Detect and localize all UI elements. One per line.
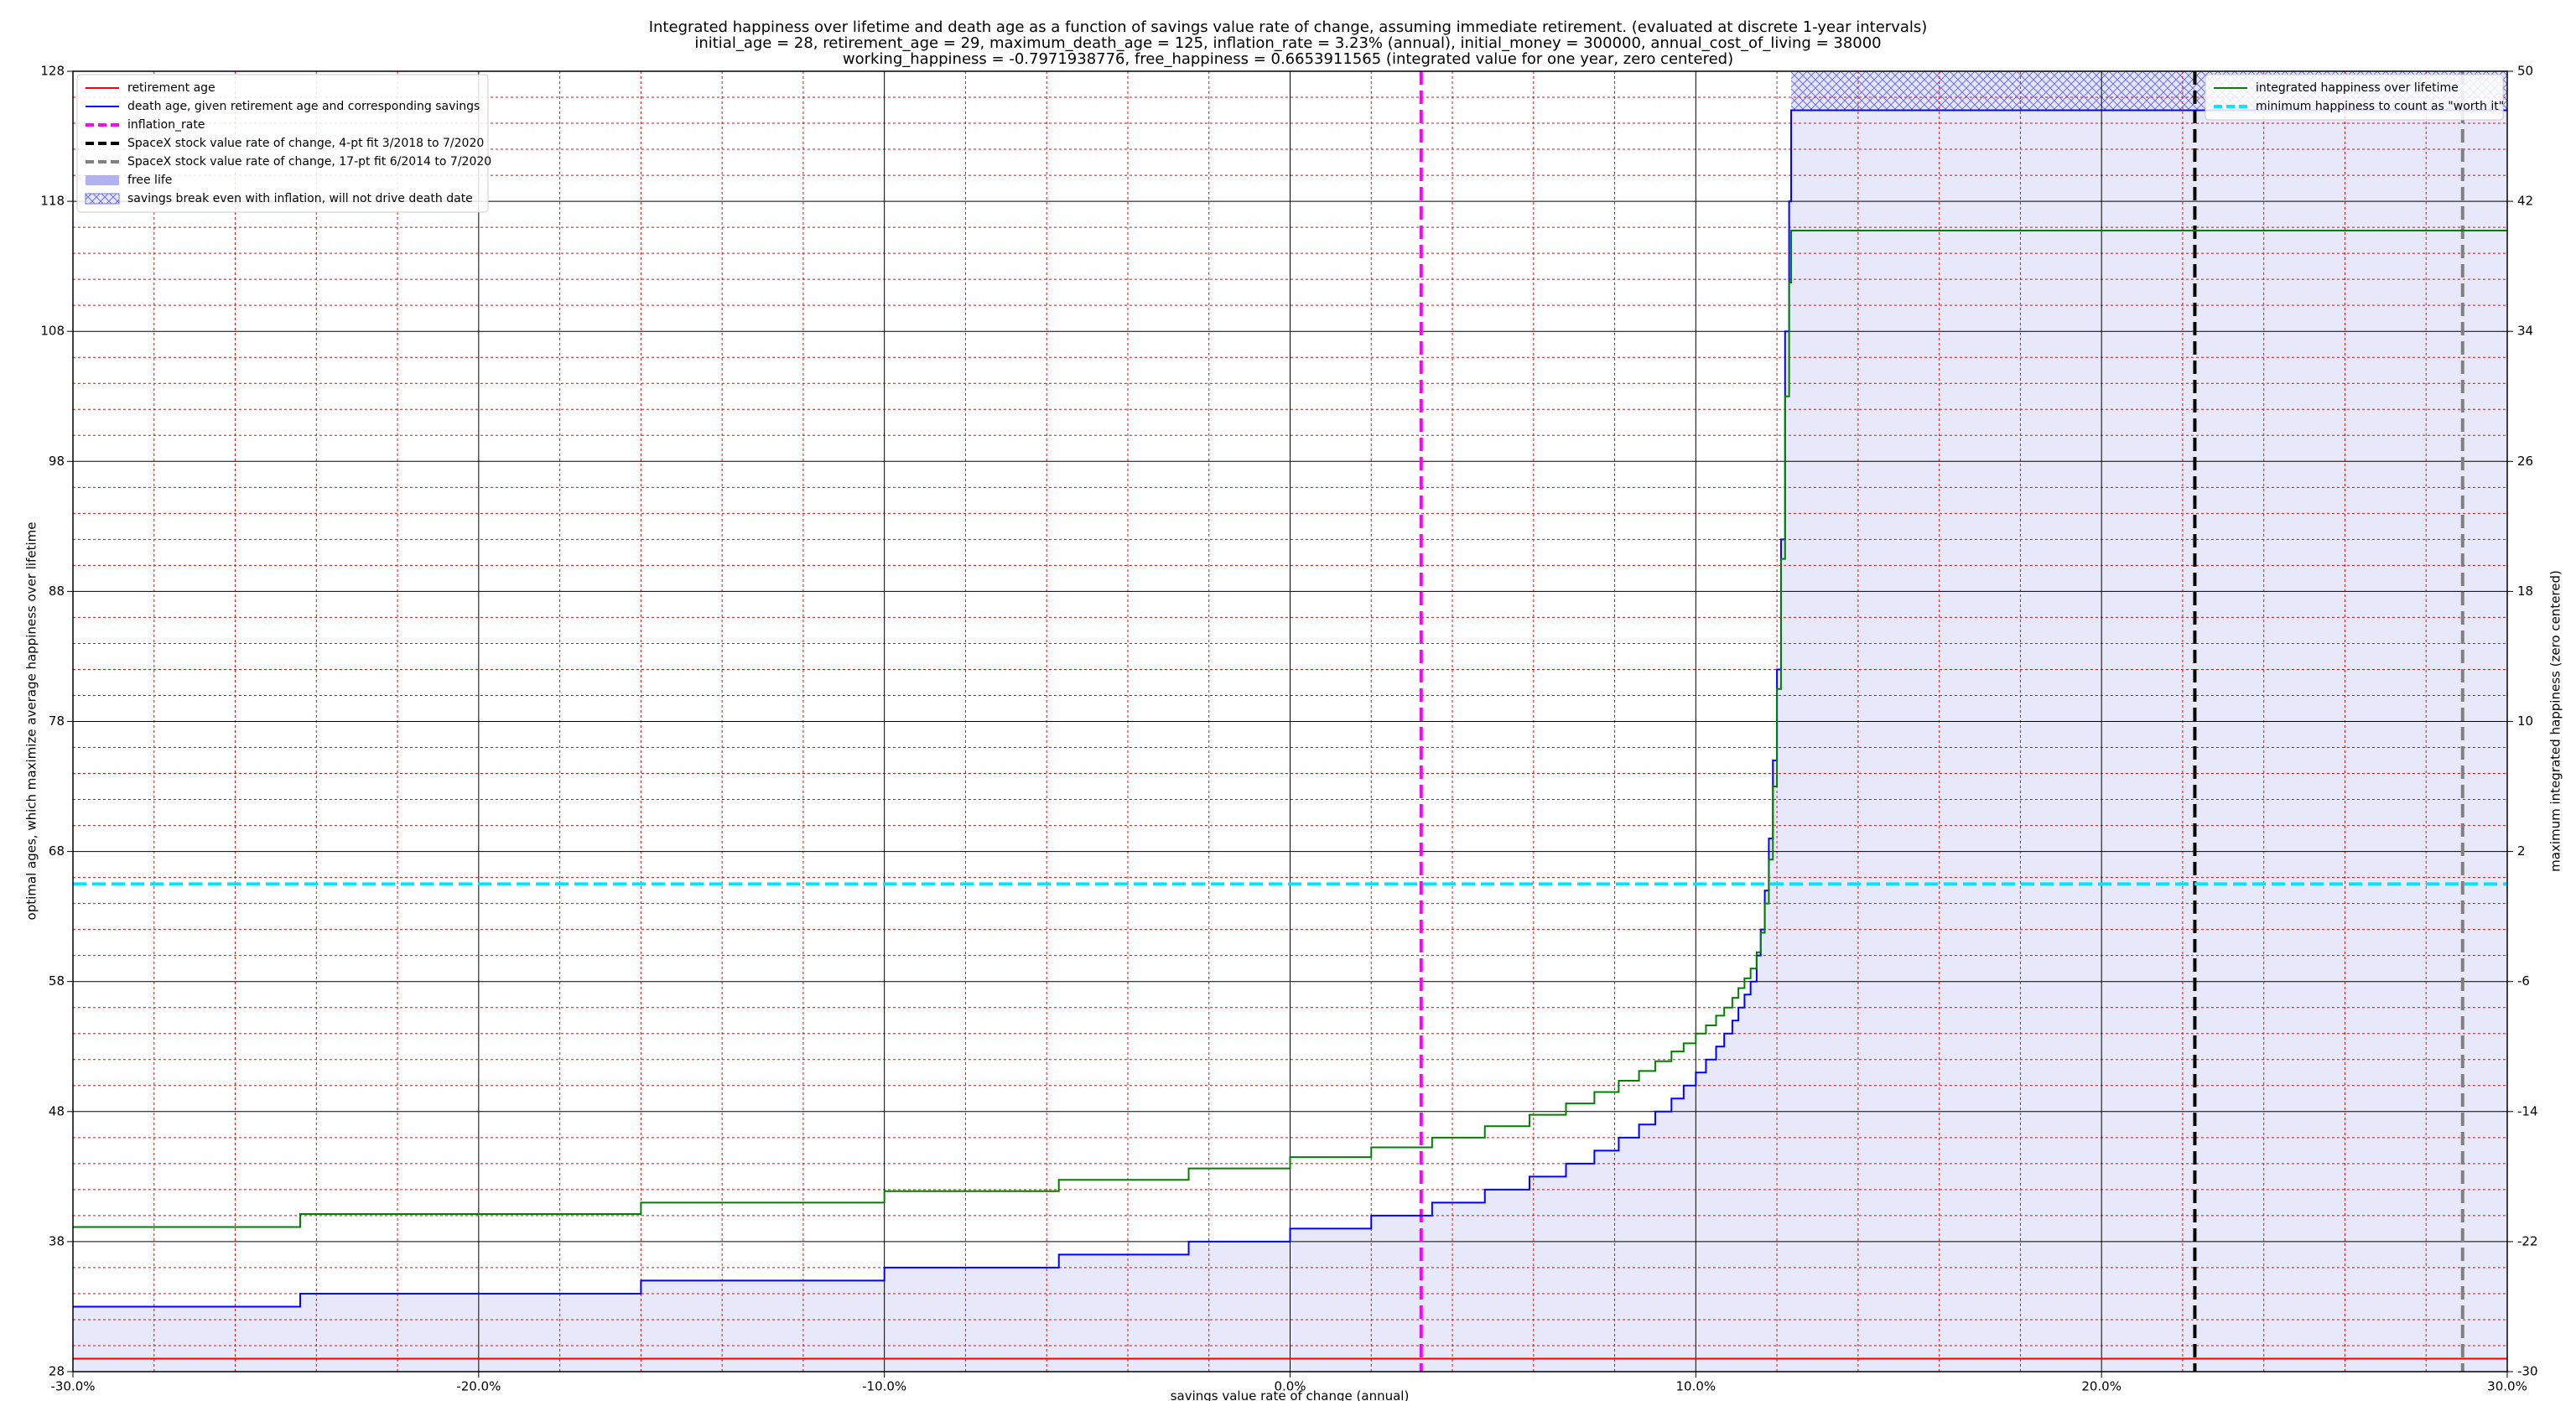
legend-swatch xyxy=(85,193,120,205)
y2-tick-label: -14 xyxy=(2517,1103,2538,1118)
legend-label: SpaceX stock value rate of change, 4-pt … xyxy=(127,137,484,150)
legend: integrated happiness over lifetime minimu… xyxy=(2205,74,2504,121)
legend-box xyxy=(2205,74,2504,121)
y-tick-label: 58 xyxy=(49,973,65,988)
y-tick-label: 68 xyxy=(49,843,65,859)
chart-title: initial_age = 28, retirement_age = 29, m… xyxy=(694,34,1881,52)
x-tick-label: -20.0% xyxy=(456,1379,501,1394)
y2-axis-label: maximum integrated happiness (zero cente… xyxy=(2548,570,2563,872)
free-life-area xyxy=(73,110,2507,1372)
y2-tick-label: 18 xyxy=(2517,584,2533,599)
series-line xyxy=(73,229,2507,1228)
y2-tick-label: -6 xyxy=(2517,973,2530,988)
y2-tick-label: -22 xyxy=(2517,1233,2538,1248)
legend-label: minimum happiness to count as "worth it" xyxy=(2256,100,2504,113)
x-tick-label: 10.0% xyxy=(1676,1379,1716,1394)
chart-title: Integrated happiness over lifetime and d… xyxy=(649,18,1928,36)
y-tick-label: 108 xyxy=(40,324,65,339)
y-tick-label: 88 xyxy=(49,584,65,599)
plot-frame xyxy=(72,70,2508,1372)
legend-label: inflation_rate xyxy=(127,118,205,132)
y2-tick-label: 10 xyxy=(2517,713,2533,729)
x-tick-label: 30.0% xyxy=(2487,1379,2527,1394)
y2-tick-label: 34 xyxy=(2517,324,2533,339)
legend: retirement age death age, given retiremen… xyxy=(76,74,491,213)
y2-tick-label: -30 xyxy=(2517,1364,2538,1379)
y2-tick-label: 2 xyxy=(2517,843,2526,859)
y-tick-label: 118 xyxy=(40,194,65,209)
legend-swatch xyxy=(86,175,119,185)
y-tick-label: 28 xyxy=(49,1364,65,1379)
legend-label: retirement age xyxy=(127,81,216,95)
legend-label: integrated happiness over lifetime xyxy=(2256,81,2459,95)
legend-label: savings break even with inflation, will … xyxy=(127,192,473,205)
x-tick-label: 0.0% xyxy=(1274,1379,1306,1394)
y-tick-label: 38 xyxy=(49,1233,65,1248)
y-tick-label: 48 xyxy=(49,1103,65,1118)
legend-box xyxy=(76,74,489,213)
x-axis-label: savings value rate of change (annual) xyxy=(1171,1388,1410,1401)
legend-label: free life xyxy=(127,174,172,187)
y-tick-label: 78 xyxy=(49,713,65,729)
x-tick-label: 20.0% xyxy=(2081,1379,2122,1394)
y-tick-label: 128 xyxy=(40,64,65,79)
legend-label: SpaceX stock value rate of change, 17-pt… xyxy=(127,155,491,169)
y2-tick-label: 50 xyxy=(2517,64,2533,79)
x-tick-label: -30.0% xyxy=(50,1379,95,1394)
y2-tick-label: 26 xyxy=(2517,454,2533,469)
y-axis-label: optimal ages, which maximize average hap… xyxy=(24,522,39,921)
y-tick-label: 98 xyxy=(49,454,65,469)
y2-tick-label: 42 xyxy=(2517,194,2533,209)
chart-title: working_happiness = -0.7971938776, free_… xyxy=(843,50,1733,68)
x-tick-label: -10.0% xyxy=(862,1379,906,1394)
legend-label: death age, given retirement age and corr… xyxy=(127,100,480,113)
